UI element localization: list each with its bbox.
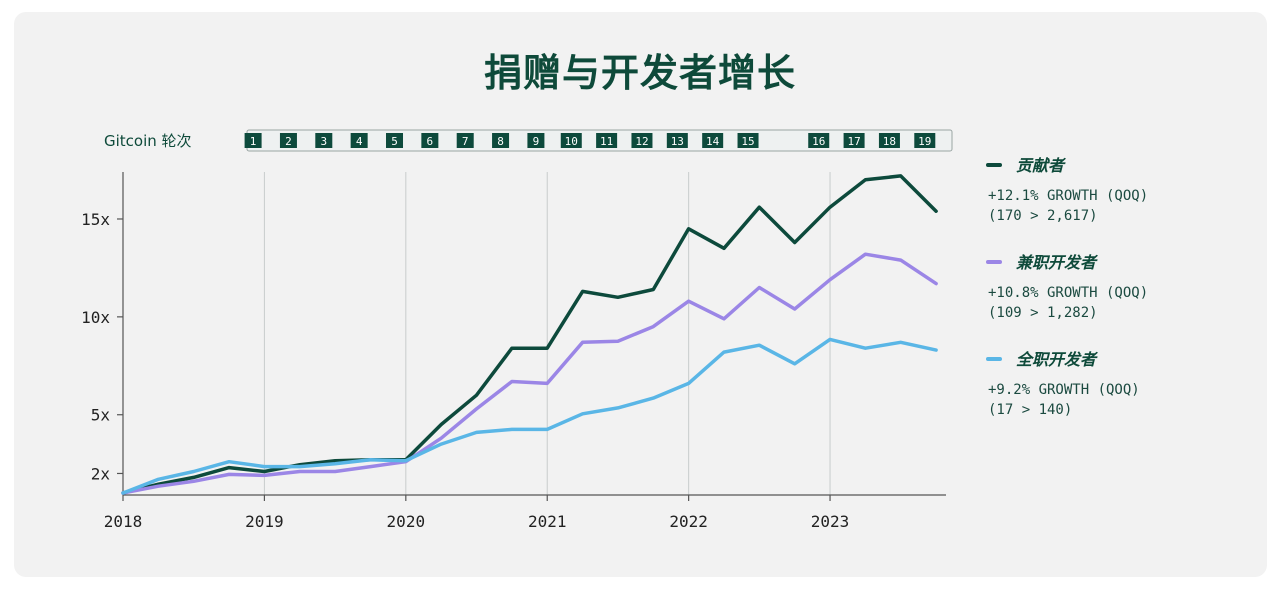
x-tick-label: 2018 bbox=[104, 512, 143, 531]
round-badge bbox=[421, 133, 439, 148]
x-tick-label: 2023 bbox=[811, 512, 850, 531]
round-badge-label: 15 bbox=[741, 135, 754, 148]
legend-name: 贡献者 bbox=[1016, 156, 1067, 175]
legend-range: (17 > 140) bbox=[988, 402, 1072, 418]
round-badge-label: 19 bbox=[918, 135, 931, 148]
round-badge bbox=[808, 133, 830, 148]
legend-range: (170 > 2,617) bbox=[988, 208, 1098, 224]
round-badge-label: 3 bbox=[320, 135, 327, 148]
round-badge bbox=[244, 133, 262, 148]
round-badge bbox=[878, 133, 900, 148]
round-badge-label: 1 bbox=[250, 135, 257, 148]
round-badge-label: 9 bbox=[533, 135, 540, 148]
round-badge bbox=[456, 133, 474, 148]
round-badge bbox=[279, 133, 297, 148]
x-tick-label: 2021 bbox=[528, 512, 567, 531]
round-badge-label: 5 bbox=[391, 135, 398, 148]
y-tick-label: 5x bbox=[91, 406, 111, 425]
chart-card bbox=[14, 12, 1267, 577]
round-badge bbox=[315, 133, 333, 148]
round-badge bbox=[631, 133, 653, 148]
round-badge bbox=[702, 133, 724, 148]
legend-name: 全职开发者 bbox=[1016, 350, 1099, 369]
legend-growth: +12.1% GROWTH (QOQ) bbox=[988, 188, 1148, 204]
x-tick-label: 2020 bbox=[387, 512, 426, 531]
round-badge-label: 17 bbox=[847, 135, 860, 148]
y-tick-label: 2x bbox=[91, 464, 111, 483]
series-line bbox=[121, 174, 938, 495]
round-badge bbox=[386, 133, 404, 148]
round-badge-label: 13 bbox=[671, 135, 684, 148]
round-badge-label: 7 bbox=[462, 135, 469, 148]
legend-growth: +9.2% GROWTH (QOQ) bbox=[988, 382, 1140, 398]
round-badge-label: 2 bbox=[285, 135, 292, 148]
round-badge bbox=[666, 133, 688, 148]
y-tick-label: 15x bbox=[81, 210, 110, 229]
round-badge-label: 18 bbox=[883, 135, 896, 148]
round-badge bbox=[560, 133, 582, 148]
round-badge-label: 16 bbox=[812, 135, 825, 148]
round-badge-label: 12 bbox=[635, 135, 648, 148]
legend-range: (109 > 1,282) bbox=[988, 305, 1098, 321]
y-tick-label: 10x bbox=[81, 308, 110, 327]
legend-name: 兼职开发者 bbox=[1016, 253, 1099, 272]
round-badge-label: 11 bbox=[600, 135, 613, 148]
series-line bbox=[121, 337, 938, 495]
round-badge bbox=[527, 133, 545, 148]
round-badge-label: 6 bbox=[427, 135, 434, 148]
round-badge bbox=[843, 133, 865, 148]
round-badge bbox=[737, 133, 759, 148]
round-badge bbox=[492, 133, 510, 148]
x-tick-label: 2022 bbox=[669, 512, 708, 531]
legend-growth: +10.8% GROWTH (QOQ) bbox=[988, 285, 1148, 301]
round-badge-label: 10 bbox=[565, 135, 578, 148]
round-badge-label: 8 bbox=[497, 135, 504, 148]
series-line bbox=[121, 252, 938, 495]
round-badge bbox=[350, 133, 368, 148]
chart-title: 捐赠与开发者增长 bbox=[483, 51, 796, 95]
x-tick-label: 2019 bbox=[245, 512, 284, 531]
rounds-label: Gitcoin 轮次 bbox=[104, 132, 192, 150]
round-badge bbox=[914, 133, 936, 148]
round-badge-label: 14 bbox=[706, 135, 720, 148]
round-badge-label: 4 bbox=[356, 135, 363, 148]
round-badge bbox=[596, 133, 618, 148]
